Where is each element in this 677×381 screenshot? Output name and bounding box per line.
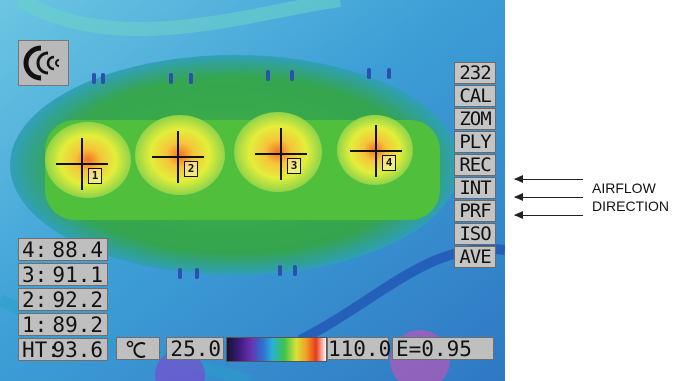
spot-marker-1[interactable]: 1 bbox=[56, 138, 108, 190]
spot-marker-label: 2 bbox=[184, 161, 198, 177]
via-dot bbox=[278, 265, 282, 276]
menu-item-cal[interactable]: CAL bbox=[454, 85, 496, 107]
via-dot bbox=[189, 73, 193, 84]
airflow-label-line2: DIRECTION bbox=[592, 198, 669, 214]
menu-item-int[interactable]: INT bbox=[454, 177, 496, 199]
readout-key: 4: bbox=[22, 238, 48, 262]
airflow-arrow bbox=[514, 175, 583, 183]
via-dot bbox=[387, 68, 391, 79]
color-palette-bar[interactable] bbox=[226, 337, 327, 362]
spot-marker-4[interactable]: 4 bbox=[350, 125, 402, 177]
menu-item-ply[interactable]: PLY bbox=[454, 131, 496, 153]
readout-value: 93.6 bbox=[52, 338, 103, 362]
via-dot bbox=[101, 73, 105, 84]
readout-key: 1: bbox=[22, 313, 48, 337]
airflow-arrow bbox=[514, 211, 583, 219]
menu-item-prf[interactable]: PRF bbox=[454, 200, 496, 222]
spot-marker-label: 3 bbox=[287, 158, 301, 174]
spot-marker-2[interactable]: 2 bbox=[152, 131, 204, 183]
celsius-icon bbox=[126, 340, 146, 358]
menu-item-zom[interactable]: ZOM bbox=[454, 108, 496, 130]
airflow-label-line1: AIRFLOW bbox=[592, 180, 656, 196]
readout-value: 89.2 bbox=[52, 313, 103, 337]
readout-key: HT: bbox=[22, 338, 60, 362]
spot-readout-2: 2: 92.2 bbox=[18, 288, 108, 311]
camera-mode-badge[interactable] bbox=[18, 40, 69, 86]
via-dot bbox=[169, 73, 173, 84]
airflow-arrow bbox=[514, 193, 583, 201]
readout-value: 92.2 bbox=[52, 288, 103, 312]
spot-marker-label: 4 bbox=[382, 155, 396, 171]
camera-sound-icon bbox=[23, 45, 60, 81]
via-dot bbox=[367, 68, 371, 79]
readout-key: 2: bbox=[22, 288, 48, 312]
readout-key: 3: bbox=[22, 263, 48, 287]
via-dot bbox=[290, 70, 294, 81]
readout-value: 91.1 bbox=[52, 263, 103, 287]
thermal-image: 1 2 3 4 4: 88.4 3: 91.1 2: 92.2 1: 89.2 … bbox=[0, 0, 505, 381]
hottest-readout: HT: 93.6 bbox=[18, 338, 108, 361]
menu-item-iso[interactable]: ISO bbox=[454, 223, 496, 245]
menu-item-rec[interactable]: REC bbox=[454, 154, 496, 176]
spot-marker-3[interactable]: 3 bbox=[255, 128, 307, 180]
unit-button[interactable] bbox=[116, 337, 160, 360]
spot-readout-1: 1: 89.2 bbox=[18, 313, 108, 336]
spot-readout-3: 3: 91.1 bbox=[18, 263, 108, 286]
emissivity-value[interactable]: E=0.95 bbox=[392, 337, 494, 360]
spot-readout-4: 4: 88.4 bbox=[18, 238, 108, 261]
spot-marker-label: 1 bbox=[88, 168, 102, 184]
via-dot bbox=[293, 265, 297, 276]
thermal-background bbox=[0, 0, 505, 381]
via-dot bbox=[195, 268, 199, 279]
scale-max: 110.0 bbox=[327, 337, 392, 361]
menu-item-232[interactable]: 232 bbox=[454, 62, 496, 84]
menu-item-ave[interactable]: AVE bbox=[454, 246, 496, 268]
via-dot bbox=[92, 73, 96, 84]
scale-min: 25.0 bbox=[166, 337, 224, 360]
via-dot bbox=[266, 70, 270, 81]
readout-value: 88.4 bbox=[52, 238, 103, 262]
via-dot bbox=[178, 268, 182, 279]
